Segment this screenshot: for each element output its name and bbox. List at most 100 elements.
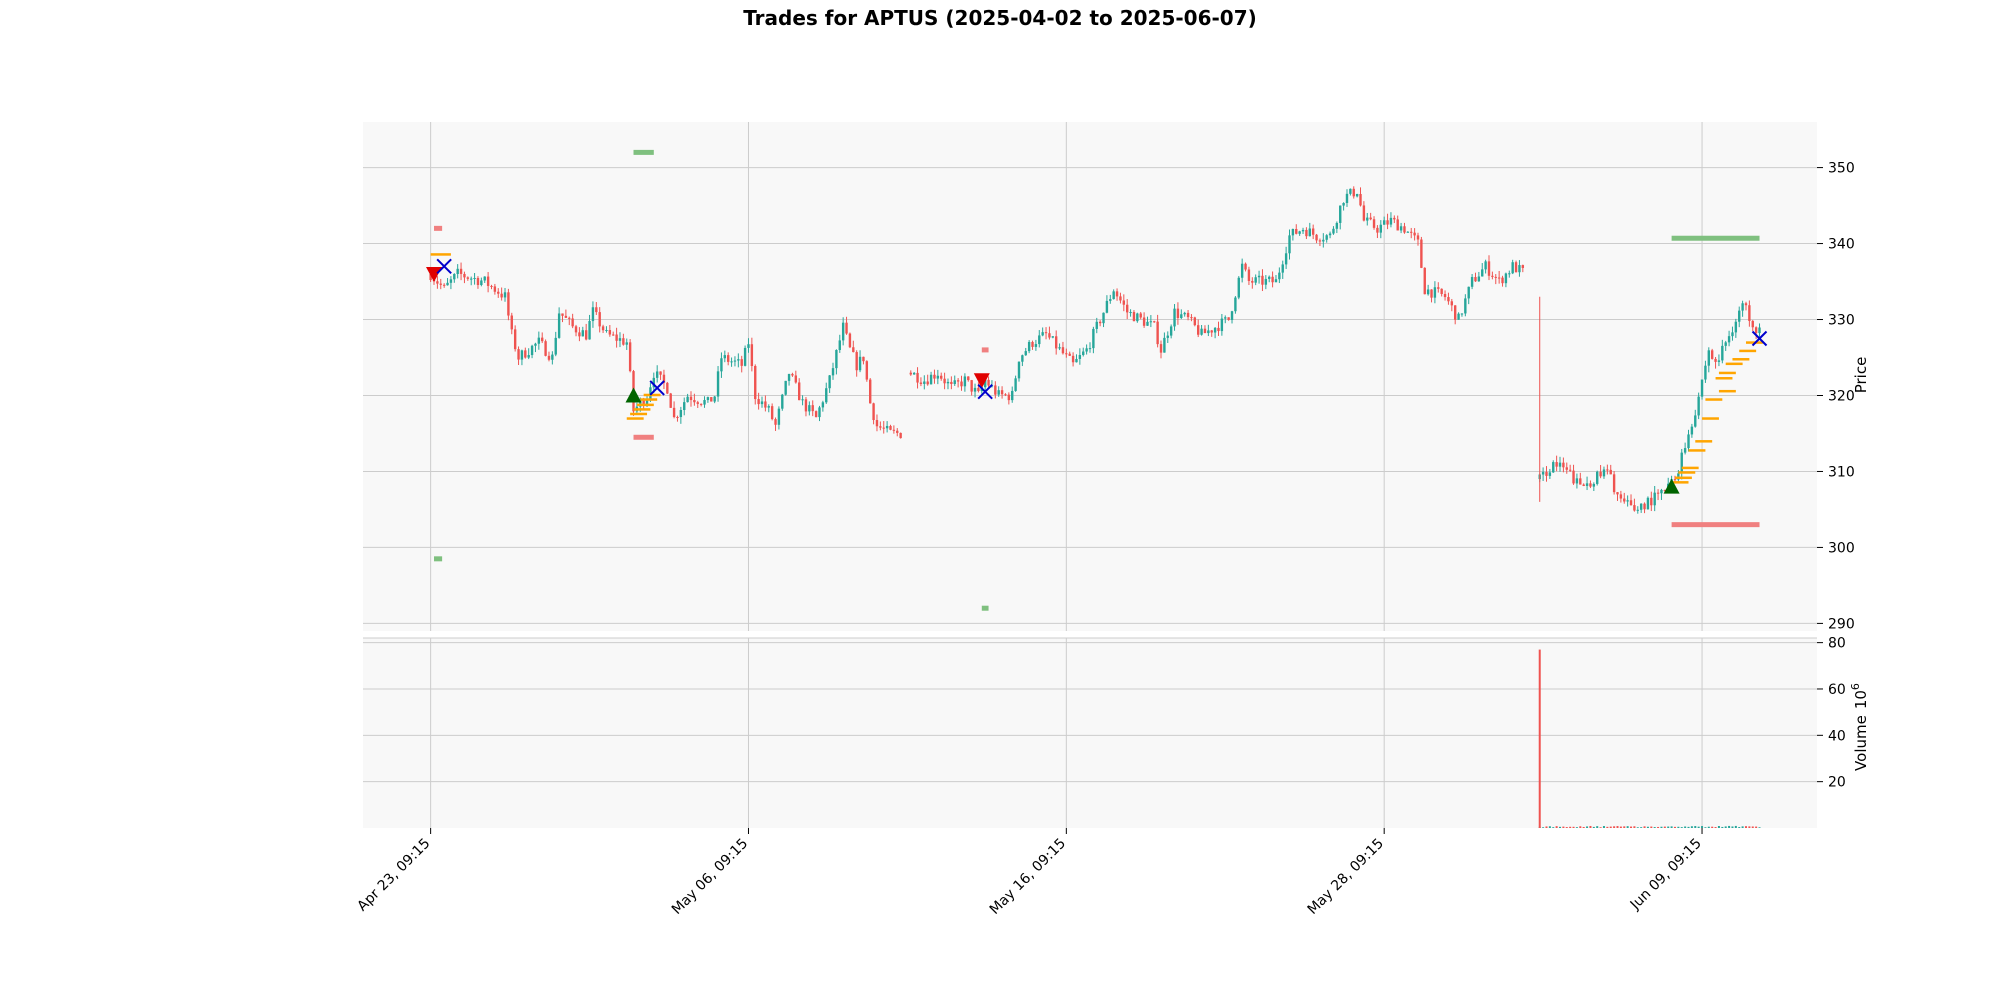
x-tick-label: May 28, 09:15: [1305, 836, 1387, 918]
candle-body: [1704, 365, 1707, 380]
volume-bar: [1721, 826, 1724, 828]
candle-body: [1366, 217, 1369, 221]
candle-body: [1653, 492, 1656, 506]
candle-body: [1038, 335, 1041, 345]
candle-body: [1325, 235, 1328, 240]
candle-body: [1146, 321, 1149, 326]
volume-bar: [1579, 826, 1582, 828]
candle-body: [642, 399, 645, 406]
volume-bar: [1586, 826, 1589, 828]
candle-body: [1264, 278, 1268, 285]
x-tick-label: May 06, 09:15: [669, 836, 751, 918]
candle-body: [1051, 336, 1055, 338]
candle-body: [1071, 355, 1075, 363]
candle-body: [639, 399, 642, 407]
candle-body: [1061, 347, 1065, 354]
x-tick-label: Apr 23, 09:15: [354, 836, 433, 915]
candle-body: [713, 396, 716, 402]
candle-body: [777, 408, 781, 425]
candle-body: [1426, 289, 1430, 295]
candle-body: [828, 375, 831, 389]
candle-body: [1105, 300, 1109, 313]
candle-body: [794, 375, 798, 383]
candle-body: [584, 330, 588, 340]
candle-body: [1210, 330, 1213, 333]
candle-body: [838, 340, 841, 351]
volume-bar: [1687, 826, 1690, 828]
candle-body: [1376, 227, 1379, 233]
volume-axis-label-base: 10: [1852, 690, 1870, 709]
candle-body: [1450, 301, 1454, 306]
volume-bar: [1714, 827, 1717, 828]
candle-body: [601, 326, 605, 331]
buy-entry-marker: [1663, 478, 1680, 494]
candle-body: [473, 277, 476, 279]
candle-body: [1065, 353, 1068, 355]
candle-body: [882, 427, 885, 429]
stop-loss-level: [981, 347, 989, 353]
candle-body: [1656, 492, 1660, 494]
candle-body: [1230, 311, 1234, 320]
candle-body: [733, 360, 737, 362]
candle-body: [524, 350, 527, 358]
candle-body: [1007, 394, 1011, 401]
candle-body: [1115, 291, 1119, 297]
candle-body: [767, 406, 770, 408]
trailing-level-tick: [1718, 389, 1736, 393]
candle-body: [848, 333, 852, 348]
volume-bar: [1701, 826, 1704, 828]
candle-body: [1514, 262, 1518, 273]
candle-body: [666, 382, 669, 394]
candle-body: [503, 292, 507, 298]
candle-body: [486, 276, 490, 286]
candle-body: [1224, 317, 1227, 319]
volume-bar: [1636, 827, 1639, 828]
candle-body: [723, 355, 727, 359]
candle-body: [683, 402, 686, 411]
candle-body: [1278, 272, 1281, 280]
candle-body: [1497, 277, 1501, 279]
candle-body: [554, 337, 557, 355]
volume-bar: [1633, 826, 1636, 828]
volume-bar: [1562, 826, 1565, 828]
candle-body: [1589, 483, 1592, 487]
candle-body: [1305, 229, 1308, 237]
candle-body: [804, 399, 808, 412]
candle-body: [774, 419, 777, 425]
candle-body: [676, 417, 679, 419]
candle-body: [476, 277, 480, 286]
price-tick-label: 340: [1828, 237, 1855, 253]
candle-body: [1738, 310, 1741, 322]
volume-bar: [1744, 826, 1747, 828]
candle-body: [1257, 275, 1261, 278]
candle-body: [750, 344, 754, 367]
candle-body: [1247, 269, 1251, 281]
trailing-level-tick: [1739, 349, 1757, 353]
trailing-level-tick: [1705, 398, 1723, 401]
candle-body: [1349, 188, 1352, 194]
candle-body: [520, 350, 524, 360]
sell-entry-marker: [973, 373, 990, 389]
candle-body: [608, 330, 612, 335]
candle-body: [1092, 328, 1095, 349]
candle-body: [1416, 235, 1420, 240]
candle-body: [1281, 264, 1284, 273]
candle-body: [747, 344, 750, 348]
candle-body: [1636, 509, 1639, 511]
candle-body: [1078, 355, 1082, 359]
candle-body: [1220, 318, 1224, 332]
candle-body: [1430, 289, 1433, 298]
x-tick-label: Jun 09, 09:15: [1627, 836, 1705, 914]
volume-bar: [1565, 827, 1568, 828]
candle-body: [784, 380, 787, 395]
candle-body: [1176, 308, 1180, 318]
candle-body: [1132, 312, 1136, 322]
candle-body: [1639, 503, 1643, 510]
candle-body: [1619, 494, 1623, 499]
volume-tick-label: 80: [1828, 636, 1846, 652]
candle-body: [1433, 287, 1437, 298]
exit-marker: [649, 380, 665, 396]
candle-body: [1396, 219, 1399, 231]
candle-body: [568, 317, 571, 319]
